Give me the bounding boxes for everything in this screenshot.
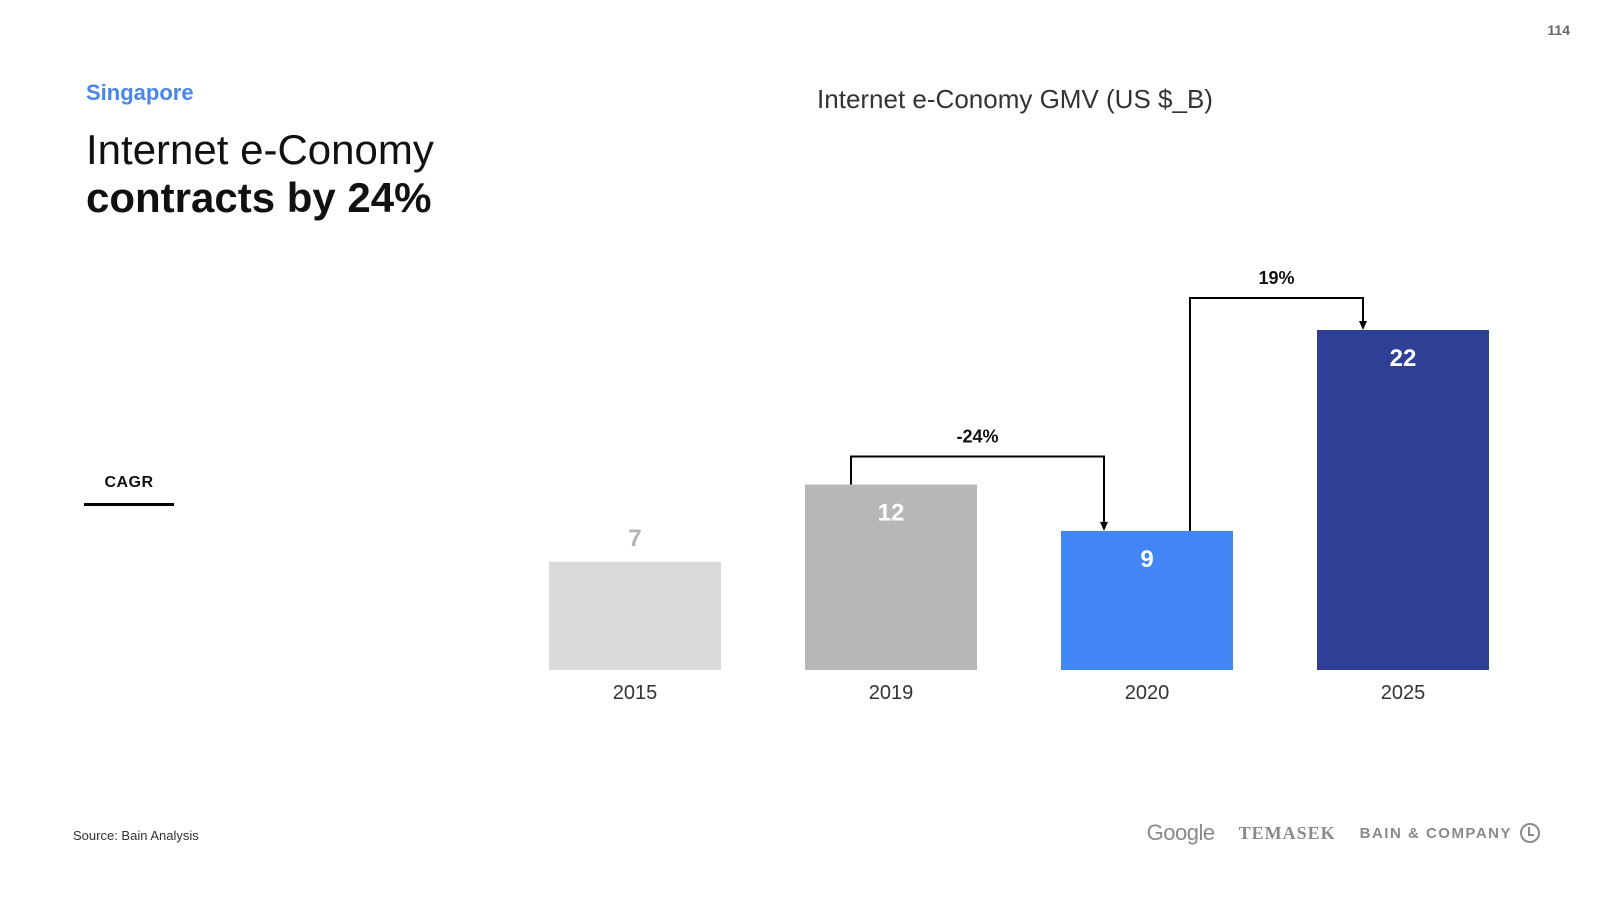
page-number: 114 (1547, 22, 1570, 38)
cagr-label-0: -24% (956, 427, 998, 447)
bar-value-2025: 22 (1390, 345, 1417, 372)
temasek-logo: TEMASEK (1238, 822, 1336, 843)
google-logo: Google (1146, 820, 1215, 845)
cagr-underline (84, 503, 174, 506)
logo-strip: Google TEMASEK BAIN & COMPANY (1147, 820, 1540, 846)
bain-logo: BAIN & COMPANY (1360, 823, 1540, 843)
cagr-label-1: 19% (1258, 268, 1294, 288)
region-label: Singapore (86, 80, 194, 105)
x-tick-2019: 2019 (869, 682, 914, 704)
source-note: Source: Bain Analysis (73, 828, 199, 843)
bar-2020 (1061, 530, 1233, 670)
x-tick-2015: 2015 (613, 682, 658, 704)
x-tick-2025: 2025 (1381, 682, 1426, 704)
bain-circle-icon (1520, 823, 1540, 843)
chart-title: Internet e-Conomy GMV (US $_B) (817, 84, 1213, 114)
headline-line2: contracts by 24% (86, 174, 432, 221)
x-tick-2020: 2020 (1125, 682, 1170, 704)
cagr-label: CAGR (104, 474, 154, 491)
bar-2015 (549, 561, 721, 670)
bar-value-2015: 7 (628, 525, 641, 552)
cagr-bracket-0 (850, 455, 1105, 522)
bar-value-2019: 12 (878, 500, 905, 527)
bar-2025 (1317, 330, 1489, 670)
headline-line1: Internet e-Conomy (86, 126, 434, 173)
cagr-arrow-1 (1359, 321, 1367, 330)
cagr-bracket-1 (1189, 297, 1364, 531)
headline: Internet e-Conomy contracts by 24% (86, 126, 434, 222)
cagr-arrow-0 (1100, 521, 1108, 531)
bain-logo-text: BAIN & COMPANY (1359, 824, 1512, 842)
bar-value-2020: 9 (1140, 546, 1153, 573)
bar-2019 (805, 484, 977, 670)
